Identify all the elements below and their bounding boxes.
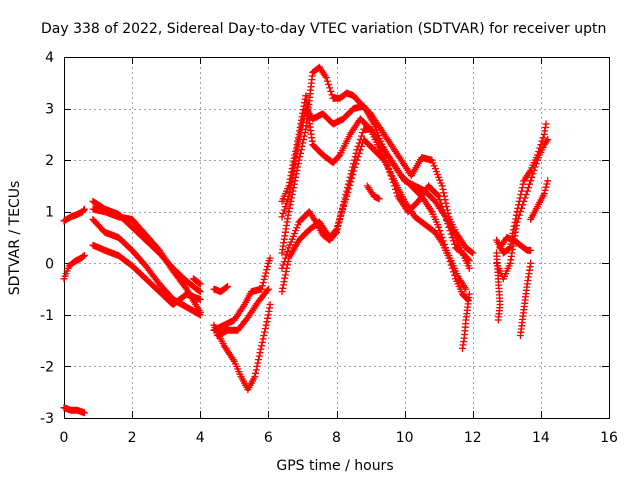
series-track-m	[278, 136, 472, 303]
series-track-h	[189, 275, 204, 288]
data-point-markers	[60, 205, 88, 225]
data-point-markers	[189, 275, 204, 288]
series-track-x	[516, 259, 535, 339]
x-axis-label: GPS time / hours	[276, 458, 393, 474]
data-point-markers	[516, 259, 535, 339]
y-axis-label: SDTVAR / TECUs	[7, 181, 23, 296]
y-tick-label: -1	[40, 308, 54, 324]
data-point-markers	[496, 234, 535, 254]
series-track-f	[89, 215, 204, 319]
data-point-markers	[60, 404, 88, 417]
data-point-markers	[527, 177, 552, 223]
y-tick-label: 2	[45, 153, 54, 169]
data-series	[60, 63, 552, 417]
x-tick-label: 14	[532, 430, 550, 446]
data-point-markers	[213, 285, 272, 339]
series-track-y	[527, 177, 552, 223]
data-point-markers	[89, 205, 204, 316]
series-track-r	[363, 182, 383, 203]
series-track-t	[493, 249, 504, 324]
x-tick-labels: 0 2 4 6 8 10 12 14 16	[60, 430, 618, 446]
series-track-e	[89, 205, 204, 316]
data-point-markers	[278, 92, 473, 265]
y-tick-label: -2	[40, 359, 54, 375]
data-point-markers	[459, 290, 473, 352]
x-tick-label: 8	[332, 430, 341, 446]
series-track-b	[60, 252, 88, 283]
data-point-markers	[278, 136, 472, 303]
series-track-w	[496, 234, 535, 254]
x-tick-label: 10	[396, 430, 414, 446]
series-track-j	[210, 301, 274, 394]
series-track-i	[210, 283, 231, 296]
y-tick-label: -3	[40, 411, 54, 427]
y-tick-label: 0	[45, 256, 54, 272]
grid-lines	[64, 57, 609, 418]
series-track-g	[89, 241, 204, 308]
y-tick-label: 1	[45, 205, 54, 221]
data-point-markers	[89, 215, 204, 319]
x-tick-label: 16	[600, 430, 618, 446]
x-tick-label: 2	[128, 430, 137, 446]
x-tick-label: 6	[264, 430, 273, 446]
chart-title: Day 338 of 2022, Sidereal Day-to-day VTE…	[41, 21, 606, 37]
data-point-markers	[493, 136, 552, 283]
axis-ticks	[64, 57, 610, 419]
series-track-v	[493, 136, 552, 283]
data-point-markers	[60, 252, 88, 283]
series-track-k	[210, 254, 274, 334]
data-point-markers	[210, 283, 231, 296]
data-point-markers	[210, 301, 274, 394]
data-point-markers	[89, 241, 204, 308]
series-track-c	[60, 404, 88, 417]
x-tick-label: 12	[464, 430, 482, 446]
series-track-l	[213, 285, 272, 339]
x-tick-label: 0	[60, 430, 69, 446]
y-tick-label: 4	[45, 50, 54, 66]
series-track-s	[459, 290, 473, 352]
y-tick-labels: -3 -2 -1 0 1 2 3 4	[40, 50, 54, 427]
data-point-markers	[363, 182, 383, 203]
y-tick-label: 3	[45, 102, 54, 118]
x-tick-label: 4	[196, 430, 205, 446]
series-track-q	[278, 92, 473, 265]
data-point-markers	[493, 249, 504, 324]
series-track-a	[60, 205, 88, 225]
data-point-markers	[210, 254, 274, 334]
